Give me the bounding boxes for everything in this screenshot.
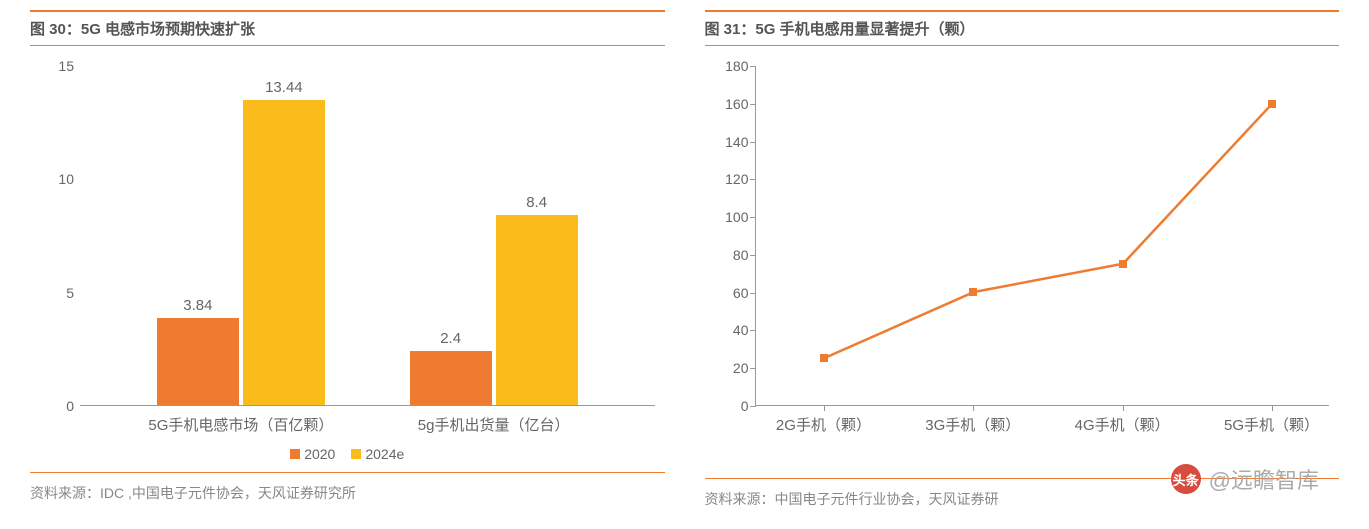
line-y-tick-mark	[750, 179, 756, 180]
line-y-tick: 180	[725, 58, 748, 74]
line-x-label: 4G手机（颗）	[1075, 414, 1170, 435]
bar: 3.84	[157, 318, 239, 405]
right-title: 图 31：5G 手机电感用量显著提升（颗）	[705, 10, 1340, 46]
left-title: 图 30：5G 电感市场预期快速扩张	[30, 10, 665, 46]
bar-x-label: 5g手机出货量（亿台）	[418, 414, 570, 435]
bar-x-labels: 5G手机电感市场（百亿颗） 5g手机出货量（亿台）	[80, 406, 655, 446]
bar-group: 3.8413.44	[157, 100, 325, 405]
line-y-tick: 80	[733, 247, 749, 263]
line-chart: 020406080100120140160180 2G手机（颗）3G手机（颗）4…	[705, 66, 1340, 446]
legend-swatch	[351, 449, 361, 459]
line-x-label: 3G手机（颗）	[925, 414, 1020, 435]
line-y-tick-mark	[750, 104, 756, 105]
bar-x-label: 5G手机电感市场（百亿颗）	[148, 414, 333, 435]
right-panel: 图 31：5G 手机电感用量显著提升（颗） 0 20 40 60 80 100 120 140…	[705, 10, 1340, 509]
line-y-tick-mark	[750, 217, 756, 218]
left-source: 资料来源：IDC ,中国电子元件协会，天风证券研究所	[30, 472, 665, 503]
line-y-tick: 60	[733, 285, 749, 301]
line-y-tick: 120	[725, 171, 748, 187]
line-y-tick-mark	[750, 255, 756, 256]
line-svg	[756, 66, 1330, 405]
bar-y-axis: 051015	[30, 66, 80, 406]
bar-y-tick: 5	[66, 285, 74, 301]
line-y-tick: 40	[733, 322, 749, 338]
bar-legend: 2020 2024e	[30, 446, 665, 462]
bar: 8.4	[496, 215, 578, 405]
line-marker	[969, 288, 977, 296]
bar-chart: 051015 3.8413.442.48.4 5G手机电感市场（百亿颗）5g手机…	[30, 66, 665, 446]
line-y-tick: 160	[725, 96, 748, 112]
line-marker	[1268, 100, 1276, 108]
bar: 13.44	[243, 100, 325, 405]
line-y-tick-mark	[750, 293, 756, 294]
legend-label: 2024e	[365, 446, 404, 462]
bar-y-tick: 15	[58, 58, 74, 74]
bar-plot-area: 3.8413.442.48.4	[80, 66, 655, 406]
line-series	[824, 104, 1271, 358]
bar-y-tick: 0	[66, 398, 74, 414]
legend-swatch	[290, 449, 300, 459]
bar-value-label: 8.4	[526, 194, 547, 211]
line-y-tick-mark	[750, 142, 756, 143]
line-x-label: 5G手机（颗）	[1224, 414, 1319, 435]
bar-value-label: 2.4	[440, 330, 461, 347]
line-y-axis: 020406080100120140160180	[705, 66, 755, 406]
line-plot-area	[755, 66, 1330, 406]
legend-item: 2024e	[351, 446, 404, 462]
line-marker	[1119, 260, 1127, 268]
line-y-tick: 0	[741, 398, 749, 414]
line-y-tick: 100	[725, 209, 748, 225]
left-panel: 图 30：5G 电感市场预期快速扩张 051015 3.8413.442.48.…	[30, 10, 665, 509]
line-x-labels: 2G手机（颗） 3G手机（颗） 4G手机（颗） 5G手机（颗）	[755, 406, 1330, 446]
watermark-icon: 头条	[1171, 464, 1201, 494]
legend-label: 2020	[304, 446, 335, 462]
watermark: 头条 @远瞻智库	[1171, 463, 1319, 495]
legend-item: 2020	[290, 446, 335, 462]
bar-value-label: 3.84	[183, 297, 212, 314]
line-y-tick: 140	[725, 134, 748, 150]
bar-y-tick: 10	[58, 171, 74, 187]
bar-group: 2.48.4	[410, 215, 578, 405]
bar: 2.4	[410, 351, 492, 405]
line-y-tick-mark	[750, 368, 756, 369]
line-y-tick: 20	[733, 360, 749, 376]
watermark-label: @远瞻智库	[1209, 463, 1319, 495]
line-x-label: 2G手机（颗）	[776, 414, 871, 435]
line-marker	[820, 354, 828, 362]
bar-value-label: 13.44	[265, 79, 303, 96]
line-y-tick-mark	[750, 66, 756, 67]
line-y-tick-mark	[750, 330, 756, 331]
